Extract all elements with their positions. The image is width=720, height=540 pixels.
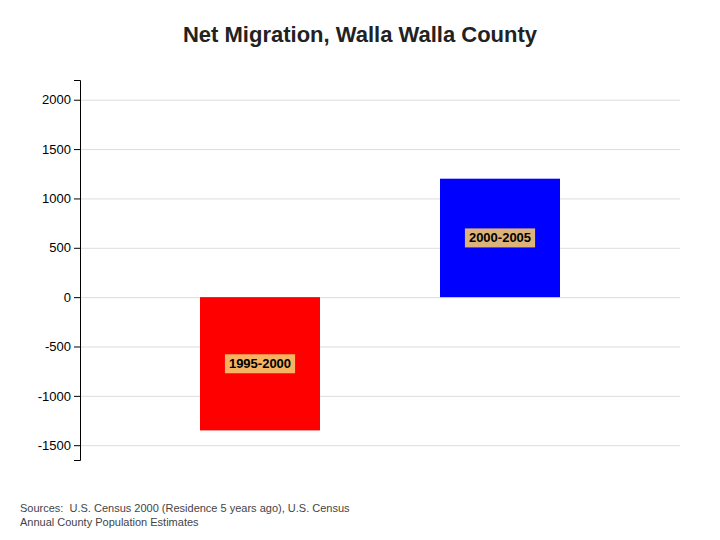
y-tick-mark	[74, 100, 80, 101]
plot: -1500 -1000 -500 0 500 1000 1500 2000 1995-2000 2…	[38, 81, 680, 461]
y-tick: -1000	[38, 389, 80, 404]
grid-tick	[80, 100, 680, 101]
grid-line	[80, 149, 680, 150]
y-tick: 1000	[42, 191, 80, 206]
grid-tick	[80, 445, 680, 446]
grid-line	[80, 346, 680, 347]
y-tick-mark	[74, 346, 80, 347]
grid-tick	[80, 248, 680, 249]
y-tick-label: -1500	[38, 438, 71, 453]
grid-tick	[80, 198, 680, 199]
y-tick-label: -500	[45, 339, 71, 354]
y-tick-label: 2000	[42, 92, 71, 107]
y-tick-label: 0	[64, 290, 71, 305]
y-tick-label: 500	[49, 240, 71, 255]
bar-label-box	[225, 354, 295, 373]
y-tick: 0	[64, 290, 80, 305]
grid-tick	[80, 297, 680, 298]
bar	[440, 179, 560, 297]
grid-tick	[80, 149, 680, 150]
bar-label-group: 2000-2005	[465, 228, 535, 247]
y-tick-mark	[74, 297, 80, 298]
grid	[80, 100, 680, 445]
y-tick-mark	[74, 445, 80, 446]
y-tick: 2000	[42, 92, 80, 107]
grid-tick	[80, 396, 680, 397]
y-tick: -1500	[38, 438, 80, 453]
bar-labels: 1995-2000 2000-2005	[225, 228, 535, 373]
grid-line	[80, 396, 680, 397]
y-tick-mark	[74, 198, 80, 199]
y-tick-mark	[74, 149, 80, 150]
y-tick: 500	[49, 240, 80, 255]
y-tick-label: -1000	[38, 389, 71, 404]
y-tick-mark	[74, 396, 80, 397]
y-tick-label: 1000	[42, 191, 71, 206]
source-note-line: Sources: U.S. Census 2000 (Residence 5 y…	[20, 502, 350, 514]
y-tick-label: 1500	[42, 142, 71, 157]
y-tick-mark	[74, 248, 80, 249]
y-axis-line	[74, 81, 81, 461]
grid-line	[80, 445, 680, 446]
bar	[200, 297, 320, 430]
y-axis: -1500 -1000 -500 0 500 1000 1500 2000	[38, 81, 81, 461]
source-note-line: Annual County Population Estimates	[20, 516, 199, 528]
bars	[200, 179, 560, 431]
y-tick: 1500	[42, 142, 80, 157]
grid-line	[80, 100, 680, 101]
bar-label-box	[465, 228, 535, 247]
chart: Net Migration, Walla Walla County-1500-1…	[0, 0, 720, 540]
title: Net Migration, Walla Walla County	[183, 22, 538, 47]
bar-label: 2000-2005	[469, 230, 531, 245]
y-tick: -500	[45, 339, 80, 354]
grid-line	[80, 297, 680, 298]
grid-line	[80, 248, 680, 249]
bar-label-group: 1995-2000	[225, 354, 295, 373]
source-note: Sources: U.S. Census 2000 (Residence 5 y…	[20, 502, 350, 528]
grid-tick	[80, 346, 680, 347]
bar-label: 1995-2000	[229, 356, 291, 371]
grid-line	[80, 198, 680, 199]
